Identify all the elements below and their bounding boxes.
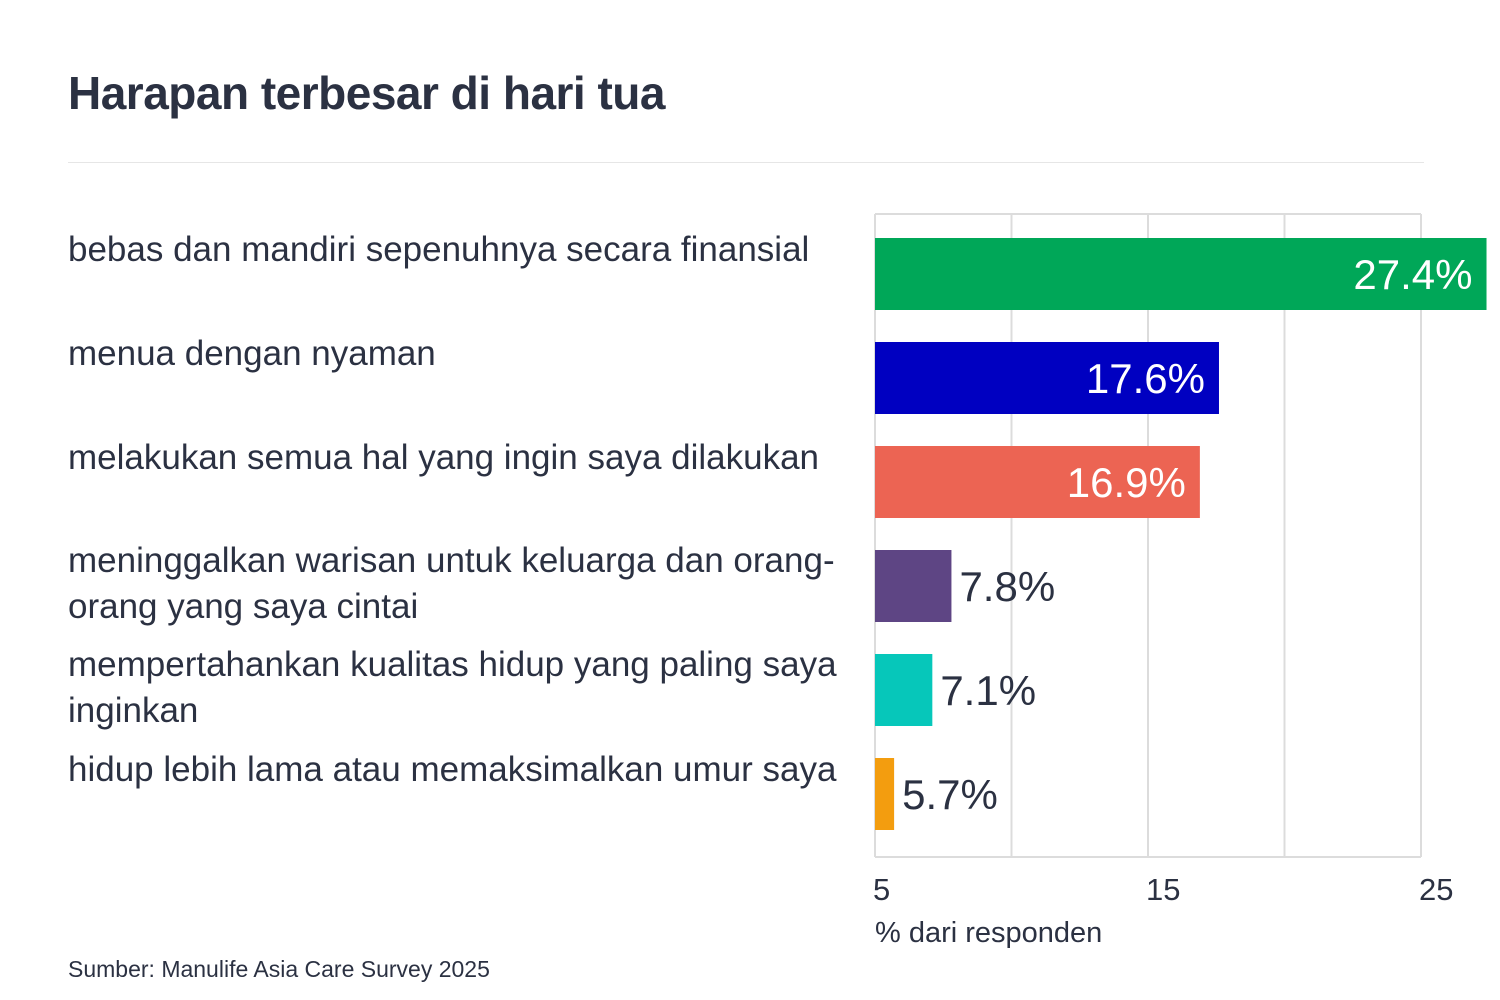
category-label: menua dengan nyaman bbox=[68, 334, 436, 373]
x-tick-label: 5 bbox=[873, 872, 890, 907]
category-label: bebas dan mandiri sepenuhnya secara fina… bbox=[68, 230, 810, 269]
source-note: Sumber: Manulife Asia Care Survey 2025 bbox=[68, 956, 490, 982]
chart-title: Harapan terbesar di hari tua bbox=[68, 67, 665, 119]
data-label: 5.7% bbox=[902, 771, 998, 818]
data-label: 27.4% bbox=[1353, 251, 1472, 298]
bar bbox=[875, 342, 1219, 414]
category-label: melakukan semua hal yang ingin saya dila… bbox=[68, 438, 820, 477]
title-divider bbox=[68, 162, 1424, 163]
x-tick-label: 25 bbox=[1419, 872, 1453, 907]
x-axis-label: % dari responden bbox=[875, 917, 1102, 949]
data-label: 16.9% bbox=[1067, 459, 1186, 506]
x-tick-label: 15 bbox=[1146, 872, 1180, 907]
data-label: 17.6% bbox=[1086, 355, 1205, 402]
bar bbox=[875, 238, 1487, 310]
data-label: 7.8% bbox=[959, 563, 1055, 610]
category-label: hidup lebih lama atau memaksimalkan umur… bbox=[68, 750, 837, 789]
category-label: mempertahankan kualitas hidup yang palin… bbox=[68, 645, 837, 730]
bar bbox=[875, 654, 933, 726]
bar bbox=[875, 446, 1200, 518]
bar bbox=[875, 758, 895, 830]
category-label: meninggalkan warisan untuk keluarga dan … bbox=[68, 541, 835, 626]
data-label: 7.1% bbox=[940, 667, 1036, 714]
bar bbox=[875, 550, 952, 622]
